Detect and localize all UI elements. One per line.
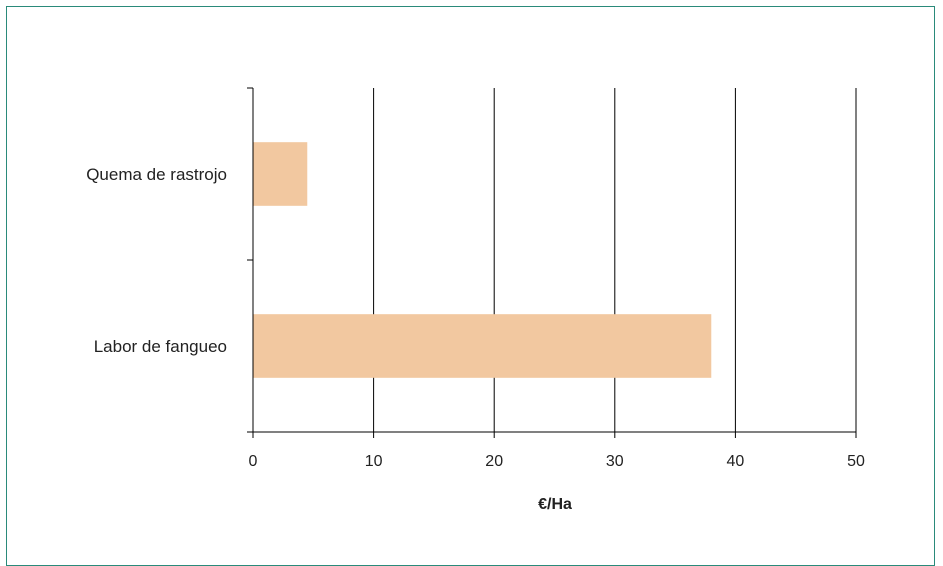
- category-label: Quema de rastrojo: [86, 165, 227, 184]
- x-tick-label: 50: [847, 453, 865, 470]
- bars: [253, 142, 712, 378]
- bar: [253, 142, 308, 206]
- bar: [253, 314, 712, 378]
- x-tick-labels: 0 10 20 30 40 50: [249, 453, 865, 470]
- x-tick-label: 20: [485, 453, 503, 470]
- chart-frame: [6, 6, 935, 566]
- x-axis-title: €/Ha: [538, 496, 572, 513]
- x-tick-label: 10: [365, 453, 383, 470]
- grid-lines: [373, 88, 857, 432]
- axes: [247, 87, 857, 438]
- x-tick-label: 40: [727, 453, 745, 470]
- x-tick-label: 0: [249, 453, 258, 470]
- category-labels: Quema de rastrojo Labor de fangueo: [86, 165, 227, 356]
- category-label: Labor de fangueo: [94, 337, 227, 356]
- x-tick-label: 30: [606, 453, 624, 470]
